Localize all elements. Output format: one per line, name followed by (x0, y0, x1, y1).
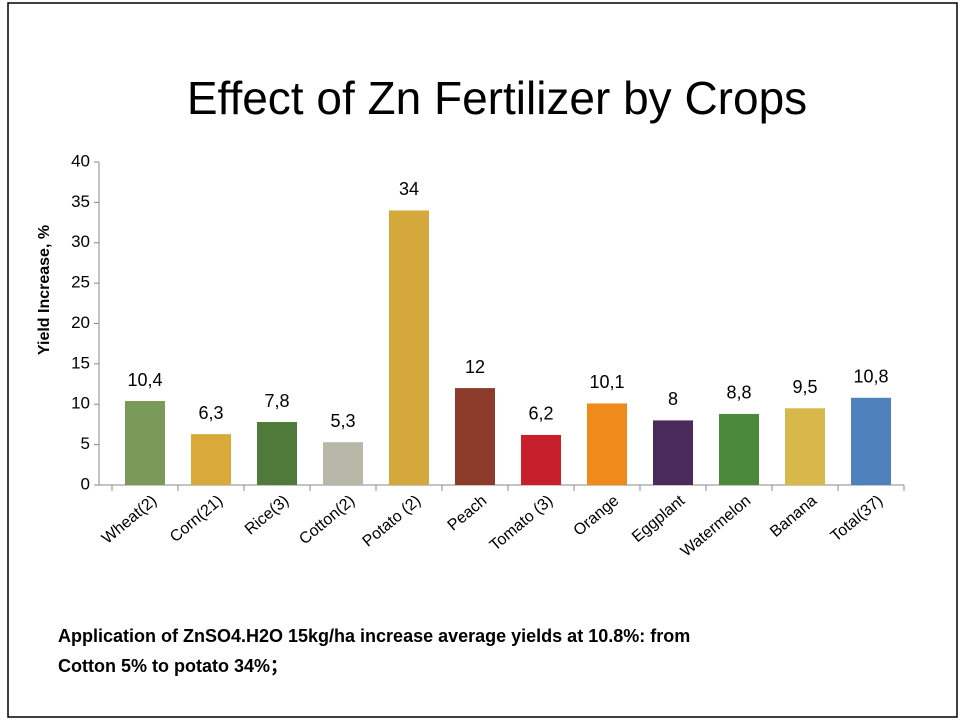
bar (785, 408, 825, 485)
chart-title: Effect of Zn Fertilizer by Crops (187, 72, 807, 124)
value-label: 34 (399, 179, 419, 199)
bar (125, 401, 165, 485)
y-tick-label: 0 (81, 474, 90, 493)
slide-border (7, 2, 958, 718)
value-label: 10,8 (853, 367, 888, 387)
bar (389, 210, 429, 485)
y-tick-label: 5 (81, 434, 90, 453)
value-label: 10,4 (127, 370, 162, 390)
bar (191, 434, 231, 485)
value-label: 10,1 (589, 372, 624, 392)
bar (323, 442, 363, 485)
footnote: Cotton 5% to potato 34%； (58, 656, 288, 676)
y-tick-label: 25 (71, 273, 90, 292)
footnote: Application of ZnSO4.H2O 15kg/ha increas… (58, 626, 690, 646)
y-tick-label: 15 (71, 353, 90, 372)
bar (587, 403, 627, 485)
bar (521, 434, 561, 485)
bar (653, 420, 693, 485)
value-label: 6,2 (528, 404, 553, 424)
y-tick-label: 20 (71, 313, 90, 332)
value-label: 5,3 (330, 411, 355, 431)
bar (719, 413, 759, 485)
y-tick-label: 30 (71, 232, 90, 251)
bar (851, 397, 891, 485)
y-tick-label: 10 (71, 394, 90, 413)
value-label: 9,5 (792, 377, 817, 397)
y-tick-label: 35 (71, 192, 90, 211)
y-axis-label: Yield Increase, % (36, 225, 53, 355)
y-tick-label: 40 (71, 151, 90, 170)
value-label: 6,3 (198, 403, 223, 423)
value-label: 8,8 (726, 383, 751, 403)
value-label: 12 (465, 357, 485, 377)
value-label: 8 (668, 389, 678, 409)
bar (455, 388, 495, 485)
value-label: 7,8 (264, 391, 289, 411)
bar (257, 422, 297, 485)
